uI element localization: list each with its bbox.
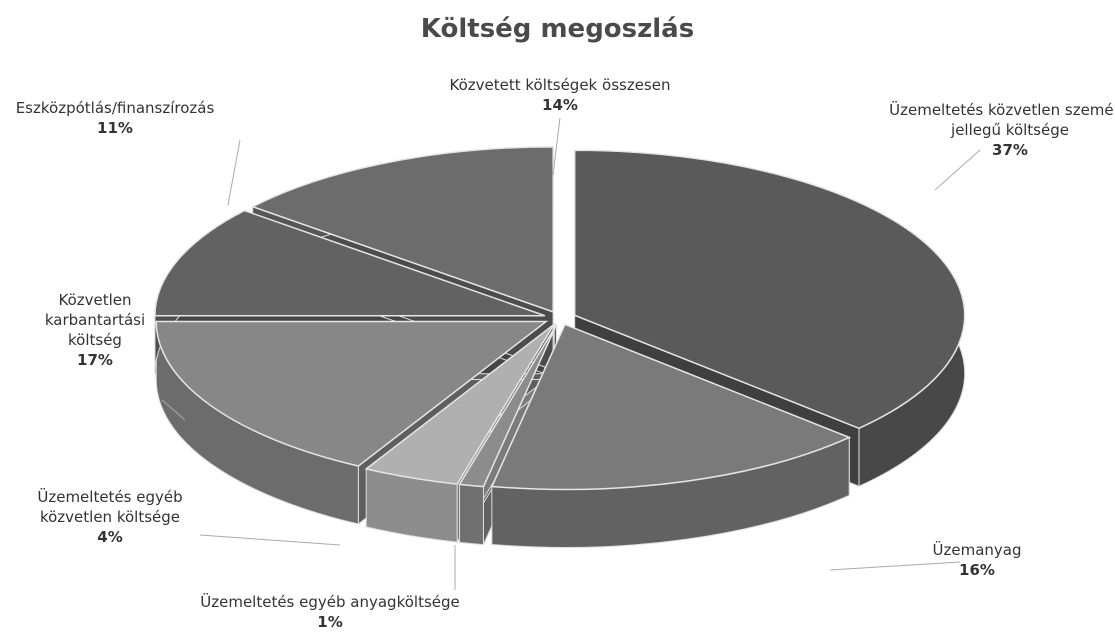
slice-value: 37% bbox=[992, 141, 1028, 159]
pie-slice bbox=[250, 146, 554, 313]
slice-name: Közvetlen karbantartási költség bbox=[44, 291, 146, 349]
pie-slice bbox=[490, 323, 852, 491]
leader-line bbox=[552, 117, 561, 176]
slice-value: 14% bbox=[542, 96, 578, 114]
pie-slice bbox=[155, 320, 549, 467]
slice-label: Eszközpótlás/finanszírozás 11% bbox=[5, 98, 225, 138]
slice-name: Üzemanyag bbox=[932, 541, 1022, 559]
slice-value: 4% bbox=[97, 528, 123, 546]
slice-value: 11% bbox=[97, 119, 133, 137]
leader-line bbox=[934, 149, 981, 191]
slice-value: 1% bbox=[317, 613, 343, 631]
slice-rim bbox=[459, 483, 484, 546]
slice-label: Közvetlen karbantartási költség 17% bbox=[35, 290, 155, 370]
pie-slice bbox=[364, 323, 555, 485]
leader-line bbox=[227, 139, 241, 206]
slice-name: Üzemeltetés egyéb anyagköltsége bbox=[200, 593, 460, 611]
slice-name: Eszközpótlás/finanszírozás bbox=[15, 99, 215, 117]
pie-slice bbox=[573, 149, 966, 430]
slice-name: Üzemeltetés egyéb közvetlen költsége bbox=[37, 488, 183, 526]
slice-tops bbox=[154, 146, 966, 491]
slice-value: 16% bbox=[959, 561, 995, 579]
chart-title: Költség megoszlás bbox=[420, 14, 695, 44]
leader-line bbox=[829, 561, 961, 571]
slice-label: Üzemeltetés közvetlen személyi jellegű k… bbox=[885, 100, 1115, 160]
pie-slice bbox=[154, 209, 546, 317]
pie-slice bbox=[458, 324, 558, 488]
slice-name: Üzemeltetés közvetlen személyi jellegű k… bbox=[889, 101, 1115, 139]
slice-value: 17% bbox=[77, 351, 113, 369]
slice-label: Üzemanyag 16% bbox=[927, 540, 1027, 580]
leader-line bbox=[199, 534, 341, 546]
slice-name: Közvetett költségek összesen bbox=[449, 76, 671, 94]
slice-label: Üzemeltetés egyéb anyagköltsége 1% bbox=[160, 592, 500, 632]
slice-label: Üzemeltetés egyéb közvetlen költsége 4% bbox=[10, 487, 210, 547]
slice-label: Közvetett költségek összesen 14% bbox=[410, 75, 710, 115]
leader-line bbox=[161, 399, 186, 421]
